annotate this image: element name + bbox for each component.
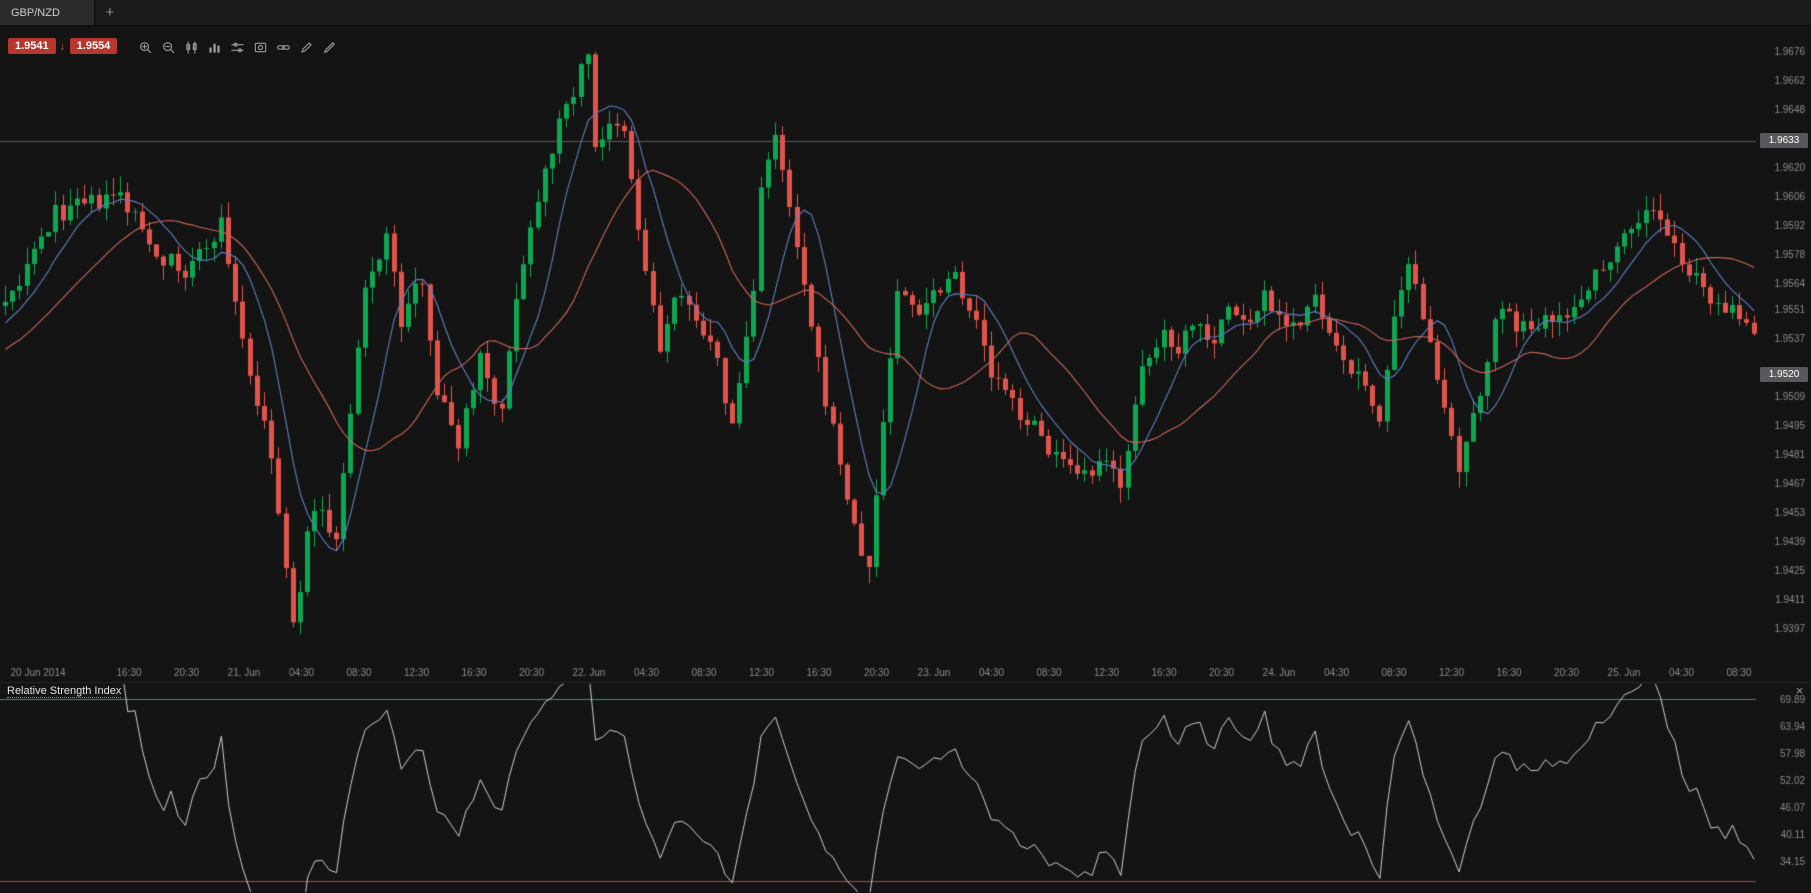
quote-widget: 1.9541 ↓ 1.9554 bbox=[8, 38, 118, 54]
zoom-in-button[interactable] bbox=[136, 38, 154, 56]
snapshot-button[interactable] bbox=[251, 38, 269, 56]
tab-gbpnzd[interactable]: GBP/NZD bbox=[0, 0, 95, 25]
draw-pencil-icon bbox=[300, 41, 312, 53]
volume-button[interactable] bbox=[205, 38, 223, 56]
snapshot-icon bbox=[254, 42, 266, 52]
new-chart-tab-button[interactable]: + bbox=[95, 0, 125, 25]
tab-label: GBP/NZD bbox=[11, 6, 60, 19]
chart-style-button[interactable] bbox=[182, 38, 200, 56]
chart-tab-bar: GBP/NZD + bbox=[0, 0, 1811, 26]
candlestick-style-icon bbox=[185, 40, 197, 54]
indicators-button[interactable] bbox=[228, 38, 246, 56]
tick-direction-down-icon: ↓ bbox=[59, 39, 66, 53]
indicator-settings-icon bbox=[230, 42, 244, 52]
histogram-icon bbox=[208, 43, 220, 53]
annotate-pen-icon bbox=[323, 41, 335, 53]
bid-price-badge[interactable]: 1.9541 bbox=[8, 38, 56, 54]
rsi-close-button[interactable]: × bbox=[1792, 683, 1807, 698]
zoom-out-button[interactable] bbox=[159, 38, 177, 56]
chart-toolbar bbox=[136, 38, 338, 56]
zoom-out-icon bbox=[162, 41, 174, 53]
link-charts-button[interactable] bbox=[274, 38, 292, 56]
link-charts-icon bbox=[276, 44, 290, 50]
zoom-in-icon bbox=[139, 41, 151, 53]
rsi-indicator-label[interactable]: Relative Strength Index bbox=[7, 685, 122, 698]
last-price-badge: 1.9520 bbox=[1760, 367, 1808, 382]
annotate-button[interactable] bbox=[320, 38, 338, 56]
ask-price-badge[interactable]: 1.9554 bbox=[69, 38, 118, 54]
price-line-badge[interactable]: 1.9633 bbox=[1760, 133, 1808, 148]
draw-button[interactable] bbox=[297, 38, 315, 56]
